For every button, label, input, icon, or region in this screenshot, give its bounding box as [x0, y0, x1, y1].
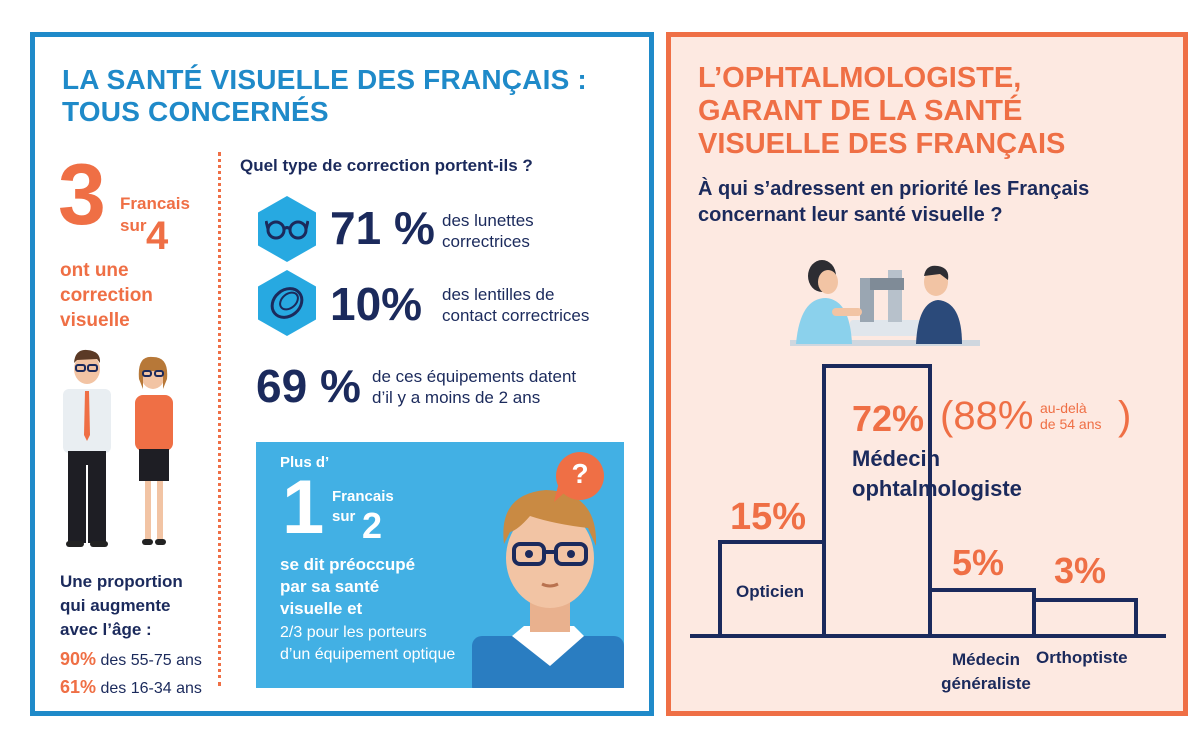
worried-person-illustration: [472, 490, 624, 688]
age-row: 90% des 55-75 ans: [60, 649, 202, 669]
box-denominator: 2: [362, 505, 383, 546]
podium-label-orthoptiste: Orthoptiste: [1036, 648, 1128, 667]
podium-pct-orthoptiste: 3%: [1054, 550, 1107, 591]
man-figure: [63, 349, 111, 547]
right-subtitle: À qui s’adressent en priorité les França…: [698, 178, 1090, 226]
box-number: 1: [282, 465, 325, 550]
stat-denominator: 4: [146, 214, 169, 258]
left-title-line-1: LA SANTÉ VISUELLE DES FRANÇAIS :: [62, 64, 587, 95]
box-main-text: se dit préoccupé par sa santé visuelle e…: [280, 555, 416, 618]
podium-extra-open: (88%: [940, 394, 1034, 438]
question-mark-icon: ?: [571, 458, 589, 489]
equipment-pct: 69 %: [256, 360, 361, 412]
dotted-divider: [218, 152, 221, 686]
stat-caption: ont une correction visuelle: [60, 260, 153, 331]
podium-step-ophtalmologiste: [822, 364, 932, 636]
podium-step-orthoptiste: [1032, 598, 1138, 636]
box-plus: Plus d’: [280, 454, 330, 471]
box-sub-text: 2/3 pour les porteurs d’un équipement op…: [280, 624, 456, 663]
lens-pct: 10%: [330, 278, 423, 330]
podium-label-generaliste: Médecin généraliste: [941, 650, 1031, 693]
glasses-text: des lunettes correctrices: [442, 211, 534, 251]
podium-label-opticien: Opticien: [736, 582, 805, 601]
podium-chart: [690, 364, 1166, 638]
podium-label-ophtalmologiste: Médecin ophtalmologiste: [852, 446, 1022, 501]
couple-illustration: [63, 349, 173, 547]
age-row: 61% des 16-34 ans: [60, 677, 202, 697]
stat-sur: sur: [120, 216, 147, 235]
left-panel: [30, 32, 654, 716]
stat-big-number: 3: [58, 147, 106, 243]
glasses-pct: 71 %: [330, 202, 435, 254]
podium-extra-close: ): [1118, 394, 1132, 438]
podium-pct-generaliste: 5%: [952, 542, 1005, 583]
podium-extra-note: au-delà de 54 ans: [1040, 400, 1102, 432]
podium-pct-opticien: 15%: [730, 496, 807, 538]
right-title: L’OPHTALMOLOGISTE, GARANT DE LA SANTÉ VI…: [698, 62, 1066, 160]
question-bubble-tail: [554, 486, 572, 502]
stat-francais: Francais: [120, 194, 190, 213]
podium-step-generaliste: [928, 588, 1036, 636]
lens-text: des lentilles de contact correctrices: [442, 285, 590, 325]
equipment-text: de ces équipements datent d’il y a moins…: [372, 367, 577, 407]
woman-figure: [135, 356, 173, 545]
box-francais: Francais: [332, 488, 394, 505]
box-sur: sur: [332, 508, 356, 525]
podium-pct-ophtalmologiste: 72%: [852, 398, 925, 439]
right-panel: [666, 32, 1188, 716]
left-title: LA SANTÉ VISUELLE DES FRANÇAIS : TOUS CO…: [62, 64, 587, 128]
eye-exam-illustration: [790, 260, 980, 346]
left-title-line-2: TOUS CONCERNÉS: [62, 96, 329, 127]
proportion-text: Une proportion qui augmente avec l’âge :: [60, 572, 183, 639]
concern-box: ? Plus d’ 1 Francais sur 2 se dit préocc…: [256, 442, 624, 688]
correction-question: Quel type de correction portent-ils ?: [240, 156, 533, 175]
age-list: 90% des 55-75 ans 61% des 16-34 ans: [60, 646, 202, 702]
